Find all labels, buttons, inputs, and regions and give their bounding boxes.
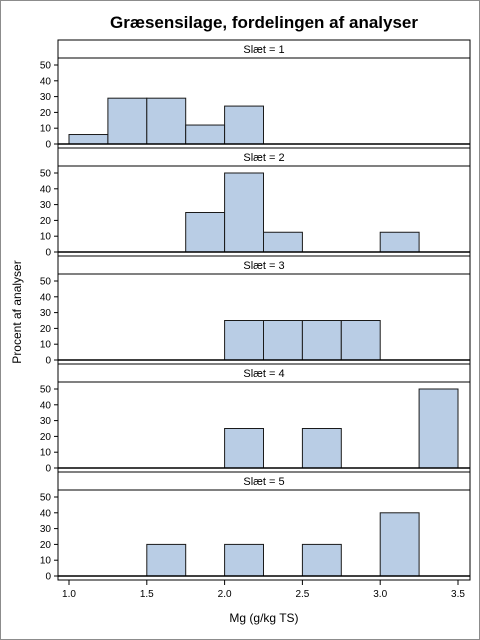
y-tick-label: 30 — [40, 308, 52, 319]
y-tick-label: 0 — [45, 356, 51, 367]
panel-strip-label: Slæt = 3 — [243, 260, 284, 272]
histogram-bar — [224, 105, 265, 145]
histogram-bar — [146, 543, 187, 577]
histogram-bar — [185, 124, 226, 145]
y-tick-label: 50 — [40, 385, 52, 396]
x-tick-label: 3.0 — [373, 589, 387, 600]
x-tick-label: 2.5 — [295, 589, 309, 600]
y-tick-label: 50 — [40, 277, 52, 288]
y-tick-label: 40 — [40, 76, 52, 87]
y-tick-label: 0 — [45, 248, 51, 259]
histogram-bar — [418, 388, 459, 469]
y-tick-label: 10 — [40, 448, 52, 459]
y-tick-label: 50 — [40, 61, 52, 72]
panel-3: Slæt = 3 0 10 20 30 40 50 — [40, 255, 471, 367]
panel-2: Slæt = 2 0 10 20 30 40 50 — [40, 147, 471, 259]
y-tick-label: 0 — [45, 572, 51, 583]
panel-4: Slæt = 4 0 10 20 30 40 50 — [40, 363, 471, 475]
y-tick-label: 40 — [40, 400, 52, 411]
histogram-bar — [379, 512, 420, 577]
x-axis-label: Mg (g/kg TS) — [229, 611, 298, 625]
histogram-bar — [224, 543, 265, 577]
histogram-bar — [301, 543, 342, 577]
y-tick-label: 30 — [40, 416, 52, 427]
histogram-bar — [379, 231, 420, 253]
y-tick-label: 30 — [40, 200, 52, 211]
x-tick-label: 3.5 — [451, 589, 465, 600]
x-tick-label: 2.0 — [218, 589, 232, 600]
y-tick-label: 20 — [40, 108, 52, 119]
y-axis-label: Procent af analyser — [10, 260, 24, 363]
histogram-bar — [224, 428, 265, 469]
panel-strip-label: Slæt = 5 — [243, 476, 284, 488]
histogram-bar — [224, 320, 265, 361]
y-tick-label: 50 — [40, 493, 52, 504]
panel-5: Slæt = 5 0 10 20 30 40 50 — [40, 471, 471, 583]
histogram-bar — [224, 172, 265, 253]
y-tick-label: 20 — [40, 216, 52, 227]
x-tick-label: 1.5 — [140, 589, 154, 600]
histogram-bar — [185, 212, 226, 253]
histogram-bar — [146, 97, 187, 145]
x-tick-label: 1.0 — [62, 589, 76, 600]
histogram-bar — [107, 97, 148, 145]
histogram-bar — [301, 428, 342, 469]
y-tick-label: 50 — [40, 169, 52, 180]
y-tick-label: 40 — [40, 292, 52, 303]
panel-strip-label: Slæt = 4 — [243, 368, 284, 380]
y-tick-label: 30 — [40, 92, 52, 103]
y-tick-label: 10 — [40, 340, 52, 351]
y-tick-label: 10 — [40, 232, 52, 243]
panel-1: Slæt = 1 0 10 20 30 40 50 — [40, 39, 471, 151]
y-tick-label: 40 — [40, 184, 52, 195]
y-tick-label: 40 — [40, 508, 52, 519]
y-tick-label: 0 — [45, 464, 51, 475]
panel-strip-label: Slæt = 1 — [243, 44, 284, 56]
y-tick-label: 10 — [40, 124, 52, 135]
y-tick-label: 20 — [40, 540, 52, 551]
y-tick-label: 10 — [40, 556, 52, 567]
histogram-bar — [263, 320, 303, 361]
y-tick-label: 20 — [40, 324, 52, 335]
y-tick-label: 20 — [40, 432, 52, 443]
histogram-bar — [301, 320, 342, 361]
y-tick-label: 30 — [40, 524, 52, 535]
x-axis: 1.0 1.5 2.0 2.5 3.0 3.5 — [62, 580, 465, 600]
chart-title: Græsensilage, fordelingen af analyser — [110, 13, 418, 32]
histogram-bar — [263, 231, 303, 253]
histogram-bar — [340, 320, 381, 361]
y-tick-label: 0 — [45, 140, 51, 151]
histogram-bar — [68, 134, 109, 145]
panel-strip-label: Slæt = 2 — [243, 152, 284, 164]
